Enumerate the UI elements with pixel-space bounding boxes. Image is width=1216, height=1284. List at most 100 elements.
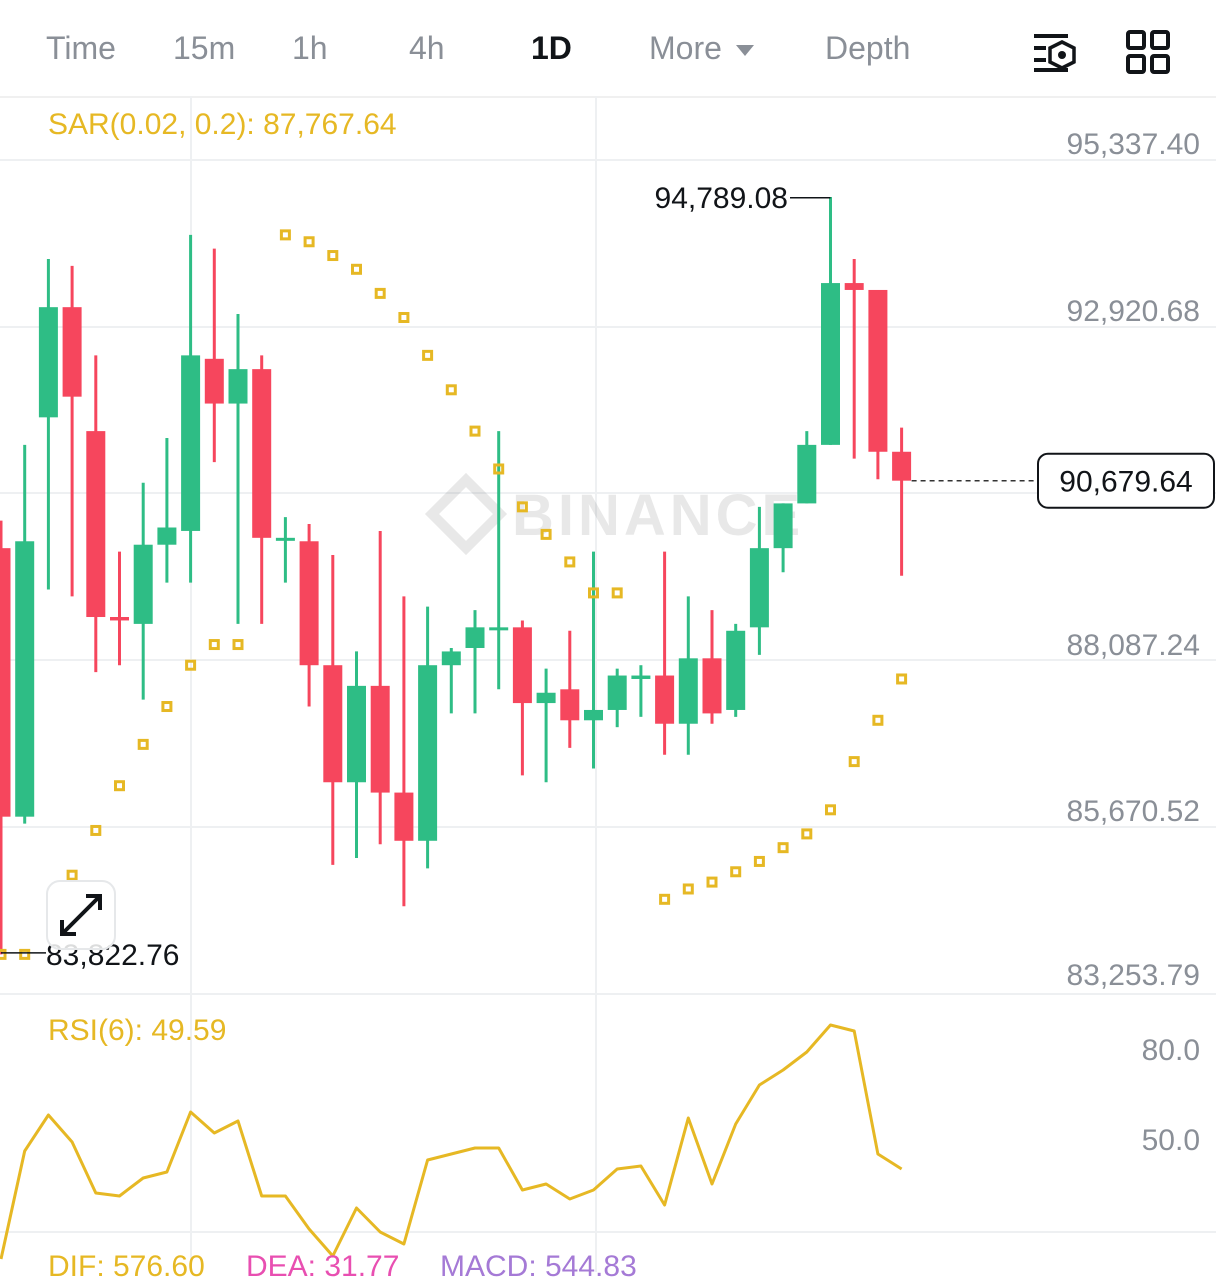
sar-dot xyxy=(469,425,481,437)
sar-dots xyxy=(0,229,908,960)
candle-body xyxy=(86,431,106,618)
candle-body xyxy=(489,627,509,631)
candle-body xyxy=(797,444,817,504)
candle-body xyxy=(228,369,248,404)
rsi-tick-label: 50.0 xyxy=(1142,1124,1200,1157)
binance-logo-icon xyxy=(424,472,508,556)
candle-body xyxy=(702,658,722,714)
candle-body xyxy=(275,537,295,541)
candles xyxy=(0,197,912,955)
sar-dot xyxy=(706,876,718,888)
watermark-text: BINANCE xyxy=(512,483,804,548)
rsi-label: RSI(6): 49.59 xyxy=(48,1014,227,1047)
current-price-box xyxy=(1037,452,1215,509)
sar-dot xyxy=(872,714,884,726)
candle-body xyxy=(0,548,11,817)
grid xyxy=(0,96,1216,1272)
tab-1d[interactable]: 1D xyxy=(531,30,572,66)
candle-body xyxy=(418,665,438,841)
candle-body xyxy=(749,548,769,628)
candle-body xyxy=(347,685,366,783)
candle-body xyxy=(110,617,129,621)
candle-body xyxy=(868,289,888,452)
tab-15m[interactable]: 15m xyxy=(173,30,236,66)
candle-body xyxy=(607,675,627,710)
sar-dot xyxy=(303,236,315,248)
sar-dot xyxy=(66,869,78,881)
expand-arrows-icon xyxy=(60,894,102,936)
candlestick-chart[interactable]: BINANCE 95,337.40 92,920.68 88,087.24 85,670… xyxy=(0,96,1216,1272)
candle-body xyxy=(892,451,912,481)
sar-dot xyxy=(232,639,244,651)
candle-body xyxy=(370,685,390,793)
sar-dot xyxy=(161,701,173,713)
dif-label: DIF: 576.60 xyxy=(48,1250,205,1283)
sar-dot xyxy=(90,824,102,836)
candle-body xyxy=(631,675,651,679)
sar-dot xyxy=(848,756,860,768)
candle-body xyxy=(157,527,177,545)
candle-body xyxy=(560,689,580,721)
candle-body xyxy=(181,355,201,531)
candle-body xyxy=(584,709,603,721)
price-axis: 95,337.40 92,920.68 88,087.24 85,670.52 83,2… xyxy=(1067,128,1200,992)
sar-dot xyxy=(137,738,149,750)
grid-layout-icon[interactable] xyxy=(1124,28,1172,76)
sar-dot xyxy=(659,893,671,905)
candle-body xyxy=(394,792,414,841)
sar-dot xyxy=(801,828,813,840)
rsi-line xyxy=(0,1023,903,1260)
current-price-label: 90,679.64 xyxy=(1059,466,1192,499)
sar-dot xyxy=(351,263,362,275)
candle-body xyxy=(512,627,532,704)
sar-label: SAR(0.02, 0.2): 87,767.64 xyxy=(48,108,397,141)
sar-dot xyxy=(753,855,765,867)
candle-body xyxy=(252,369,272,538)
sar-dot xyxy=(730,866,742,878)
candle-body xyxy=(465,627,485,648)
candle-body xyxy=(62,307,82,397)
sar-dot xyxy=(493,463,505,475)
sar-dot xyxy=(0,948,7,960)
price-tick-label: 92,920.68 xyxy=(1067,295,1200,328)
binance-watermark: BINANCE xyxy=(424,472,804,556)
candle-body xyxy=(441,651,461,666)
candle-body xyxy=(38,307,58,418)
price-tick-label: 85,670.52 xyxy=(1067,795,1200,828)
candle-body xyxy=(844,283,864,290)
candle-body xyxy=(678,658,698,724)
sar-dot xyxy=(19,948,31,960)
tab-depth[interactable]: Depth xyxy=(825,30,911,66)
price-tick-label: 95,337.40 xyxy=(1067,128,1200,161)
sar-dot xyxy=(516,501,528,513)
candle-body xyxy=(821,283,840,445)
sar-dot xyxy=(279,229,291,241)
tab-more-label: More xyxy=(649,30,722,66)
fullscreen-button[interactable] xyxy=(46,880,116,950)
sar-dot xyxy=(682,883,694,895)
sar-dot xyxy=(825,804,836,816)
sar-dot xyxy=(588,587,599,599)
sar-dot xyxy=(540,528,552,540)
candle-body xyxy=(726,630,746,710)
sar-dot xyxy=(896,673,908,685)
sar-dot xyxy=(422,349,434,361)
sar-dot xyxy=(327,250,339,262)
sar-dot xyxy=(185,659,197,671)
tab-1h[interactable]: 1h xyxy=(292,30,328,66)
settings-list-icon[interactable] xyxy=(1030,28,1078,76)
sar-dot xyxy=(114,780,125,792)
candle-body xyxy=(15,541,35,817)
price-tick-label: 83,253.79 xyxy=(1067,959,1200,992)
sar-dot xyxy=(445,384,457,396)
candle-body xyxy=(204,358,224,404)
candle-body xyxy=(133,544,153,624)
candle-body xyxy=(536,692,556,704)
chevron-down-icon xyxy=(735,45,754,56)
tab-time[interactable]: Time xyxy=(46,30,116,66)
candle-body xyxy=(323,665,343,783)
candle-body xyxy=(773,503,793,549)
tab-more[interactable]: More xyxy=(649,30,754,67)
tab-4h[interactable]: 4h xyxy=(409,30,445,66)
candle-body xyxy=(299,541,319,666)
